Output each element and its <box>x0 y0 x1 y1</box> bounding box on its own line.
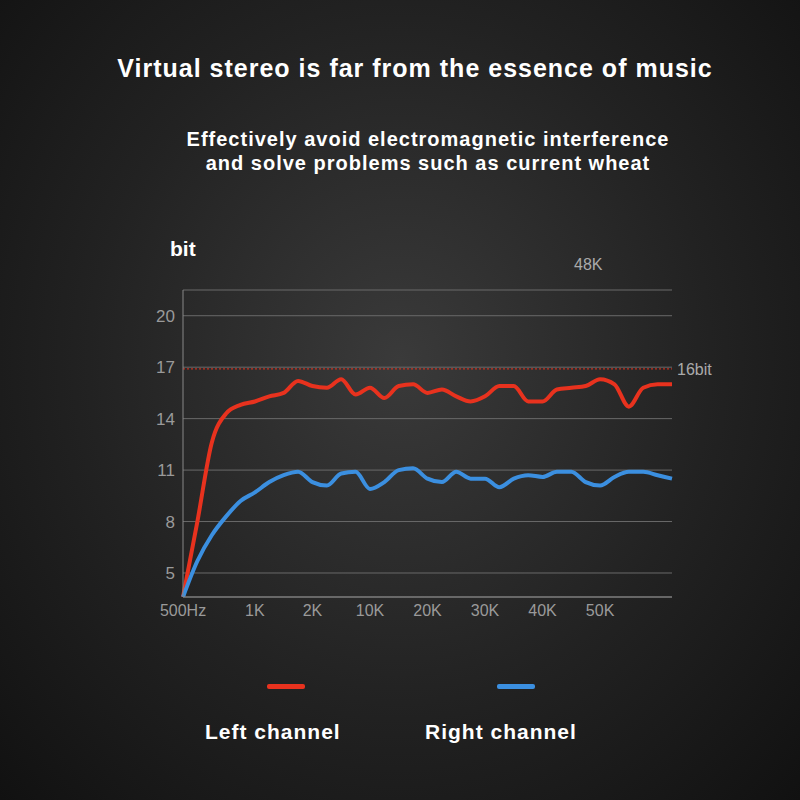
html-text:Right channel: Right channel <box>425 720 577 743</box>
svg-text:1K: 1K <box>245 602 265 619</box>
svg-text:2K: 2K <box>303 602 323 619</box>
svg-text:16bit: 16bit <box>677 361 712 378</box>
svg-text:500Hz: 500Hz <box>160 602 206 619</box>
svg-text:30K: 30K <box>471 602 500 619</box>
svg-text:40K: 40K <box>528 602 557 619</box>
html-text:Left channel: Left channel <box>205 720 341 743</box>
svg-text:17: 17 <box>156 358 175 377</box>
svg-text:50K: 50K <box>586 602 615 619</box>
html-text:Effectively avoid electromagne: Effectively avoid electromagnetic interf… <box>186 128 670 150</box>
svg-text:14: 14 <box>156 410 175 429</box>
svg-text:20: 20 <box>156 307 175 326</box>
svg-text:20K: 20K <box>413 602 442 619</box>
html-text:bit: bit <box>170 237 196 260</box>
html-text:48K: 48K <box>574 256 603 273</box>
svg-text:8: 8 <box>166 513 175 532</box>
svg-text:5: 5 <box>166 564 175 583</box>
html-text:Virtual stereo is far from the: Virtual stereo is far from the essence o… <box>117 54 713 82</box>
svg-text:10K: 10K <box>356 602 385 619</box>
svg-text:11: 11 <box>157 461 175 480</box>
html-text:and solve problems such as cur: and solve problems such as current wheat <box>205 152 651 174</box>
